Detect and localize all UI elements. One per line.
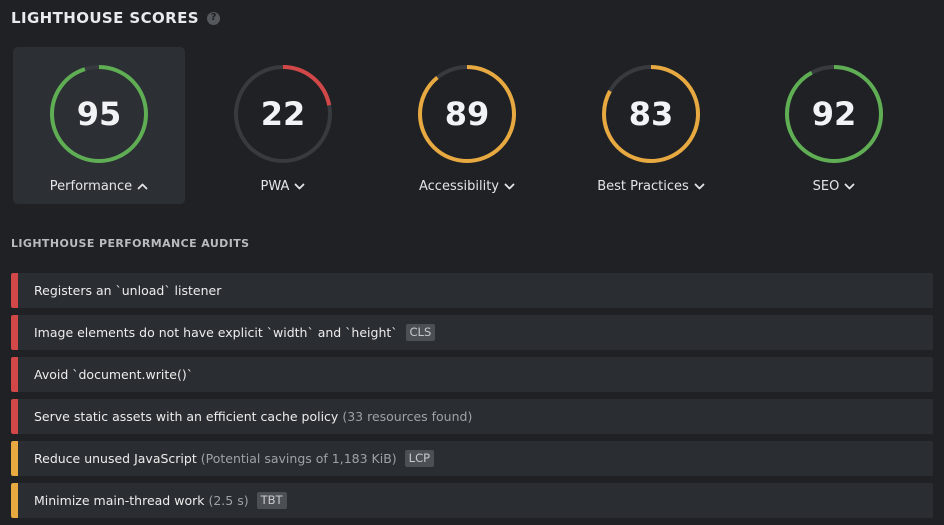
audit-row[interactable]: Registers an `unload` listener <box>11 273 933 308</box>
audit-title: Avoid `document.write()` <box>34 367 193 382</box>
score-label: Accessibility <box>419 179 499 194</box>
gauge-arc <box>418 65 516 163</box>
gauge-ring <box>234 65 332 163</box>
page-title: LIGHTHOUSE SCORES <box>11 9 199 27</box>
score-label-row[interactable]: Best Practices <box>565 179 737 194</box>
audit-detail: (33 resources found) <box>342 409 473 424</box>
score-gauge: 22 <box>229 60 337 168</box>
audit-text: Registers an `unload` listener <box>34 283 221 298</box>
audit-row[interactable]: Reduce unused JavaScript (Potential savin… <box>11 441 933 476</box>
chevron-down-icon[interactable] <box>504 181 515 192</box>
score-card-best-practices[interactable]: 83 Best Practices <box>565 47 737 204</box>
audits-list: Registers an `unload` listener Image elem… <box>11 273 933 525</box>
audit-text: Reduce unused JavaScript (Potential savin… <box>34 450 435 467</box>
audit-status-bar <box>11 273 18 308</box>
audit-status-bar <box>11 441 18 476</box>
audits-section-title: LIGHTHOUSE PERFORMANCE AUDITS <box>11 237 250 250</box>
score-gauge: 83 <box>597 60 705 168</box>
score-label-row[interactable]: Performance <box>13 179 185 194</box>
chevron-down-icon[interactable] <box>694 181 705 192</box>
gauge-ring <box>50 65 148 163</box>
score-label: Performance <box>49 179 133 194</box>
chevron-up-icon[interactable] <box>137 181 148 192</box>
score-value: 83 <box>628 95 674 133</box>
score-value: 22 <box>260 95 306 133</box>
audit-row[interactable]: Serve static assets with an efficient ca… <box>11 399 933 434</box>
audit-detail: (2.5 s) <box>208 493 249 508</box>
score-value: 92 <box>811 95 857 133</box>
chevron-down-icon[interactable] <box>844 181 855 192</box>
metric-badge: TBT <box>256 492 287 509</box>
help-icon[interactable]: ? <box>206 11 220 25</box>
score-card-seo[interactable]: 92 SEO <box>748 47 920 204</box>
chevron-down-icon[interactable] <box>294 181 305 192</box>
audit-text: Image elements do not have explicit `wid… <box>34 324 436 341</box>
audit-text: Serve static assets with an efficient ca… <box>34 409 472 424</box>
audit-title: Reduce unused JavaScript <box>34 451 197 466</box>
score-gauges: 95 Performance 22 PWA 89 Accessibility 83 Best … <box>0 0 944 210</box>
gauge-ring <box>785 65 883 163</box>
score-value: 95 <box>76 95 122 133</box>
metric-badge: CLS <box>405 324 436 341</box>
gauge-arc <box>602 65 700 163</box>
audit-title: Image elements do not have explicit `wid… <box>34 325 398 340</box>
gauge-arc <box>50 65 148 163</box>
audit-title: Serve static assets with an efficient ca… <box>34 409 339 424</box>
metric-badge: LCP <box>404 450 435 467</box>
audit-status-bar <box>11 483 18 518</box>
score-gauge: 89 <box>413 60 521 168</box>
score-label-row[interactable]: PWA <box>197 179 369 194</box>
audit-status-bar <box>11 357 18 392</box>
score-label: Best Practices <box>597 179 689 194</box>
audit-row[interactable]: Avoid `document.write()` <box>11 357 933 392</box>
score-label: SEO <box>812 179 840 194</box>
score-value: 89 <box>444 95 490 133</box>
audit-row[interactable]: Image elements do not have explicit `wid… <box>11 315 933 350</box>
score-gauge: 95 <box>45 60 153 168</box>
gauge-arc <box>785 65 883 163</box>
score-label: PWA <box>260 179 290 194</box>
score-card-performance[interactable]: 95 Performance <box>13 47 185 204</box>
audit-status-bar <box>11 315 18 350</box>
header: LIGHTHOUSE SCORES ? <box>11 7 220 29</box>
audit-title: Minimize main-thread work <box>34 493 205 508</box>
audit-text: Minimize main-thread work (2.5 s) TBT <box>34 492 287 509</box>
score-gauge: 92 <box>780 60 888 168</box>
audit-detail: (Potential savings of 1,183 KiB) <box>200 451 397 466</box>
gauge-ring <box>418 65 516 163</box>
audit-status-bar <box>11 399 18 434</box>
audit-text: Avoid `document.write()` <box>34 367 193 382</box>
score-card-accessibility[interactable]: 89 Accessibility <box>381 47 553 204</box>
gauge-ring <box>602 65 700 163</box>
audit-title: Registers an `unload` listener <box>34 283 222 298</box>
score-label-row[interactable]: SEO <box>748 179 920 194</box>
score-card-pwa[interactable]: 22 PWA <box>197 47 369 204</box>
gauge-arc <box>234 65 332 163</box>
audit-row[interactable]: Minimize main-thread work (2.5 s) TBT <box>11 483 933 518</box>
score-label-row[interactable]: Accessibility <box>381 179 553 194</box>
